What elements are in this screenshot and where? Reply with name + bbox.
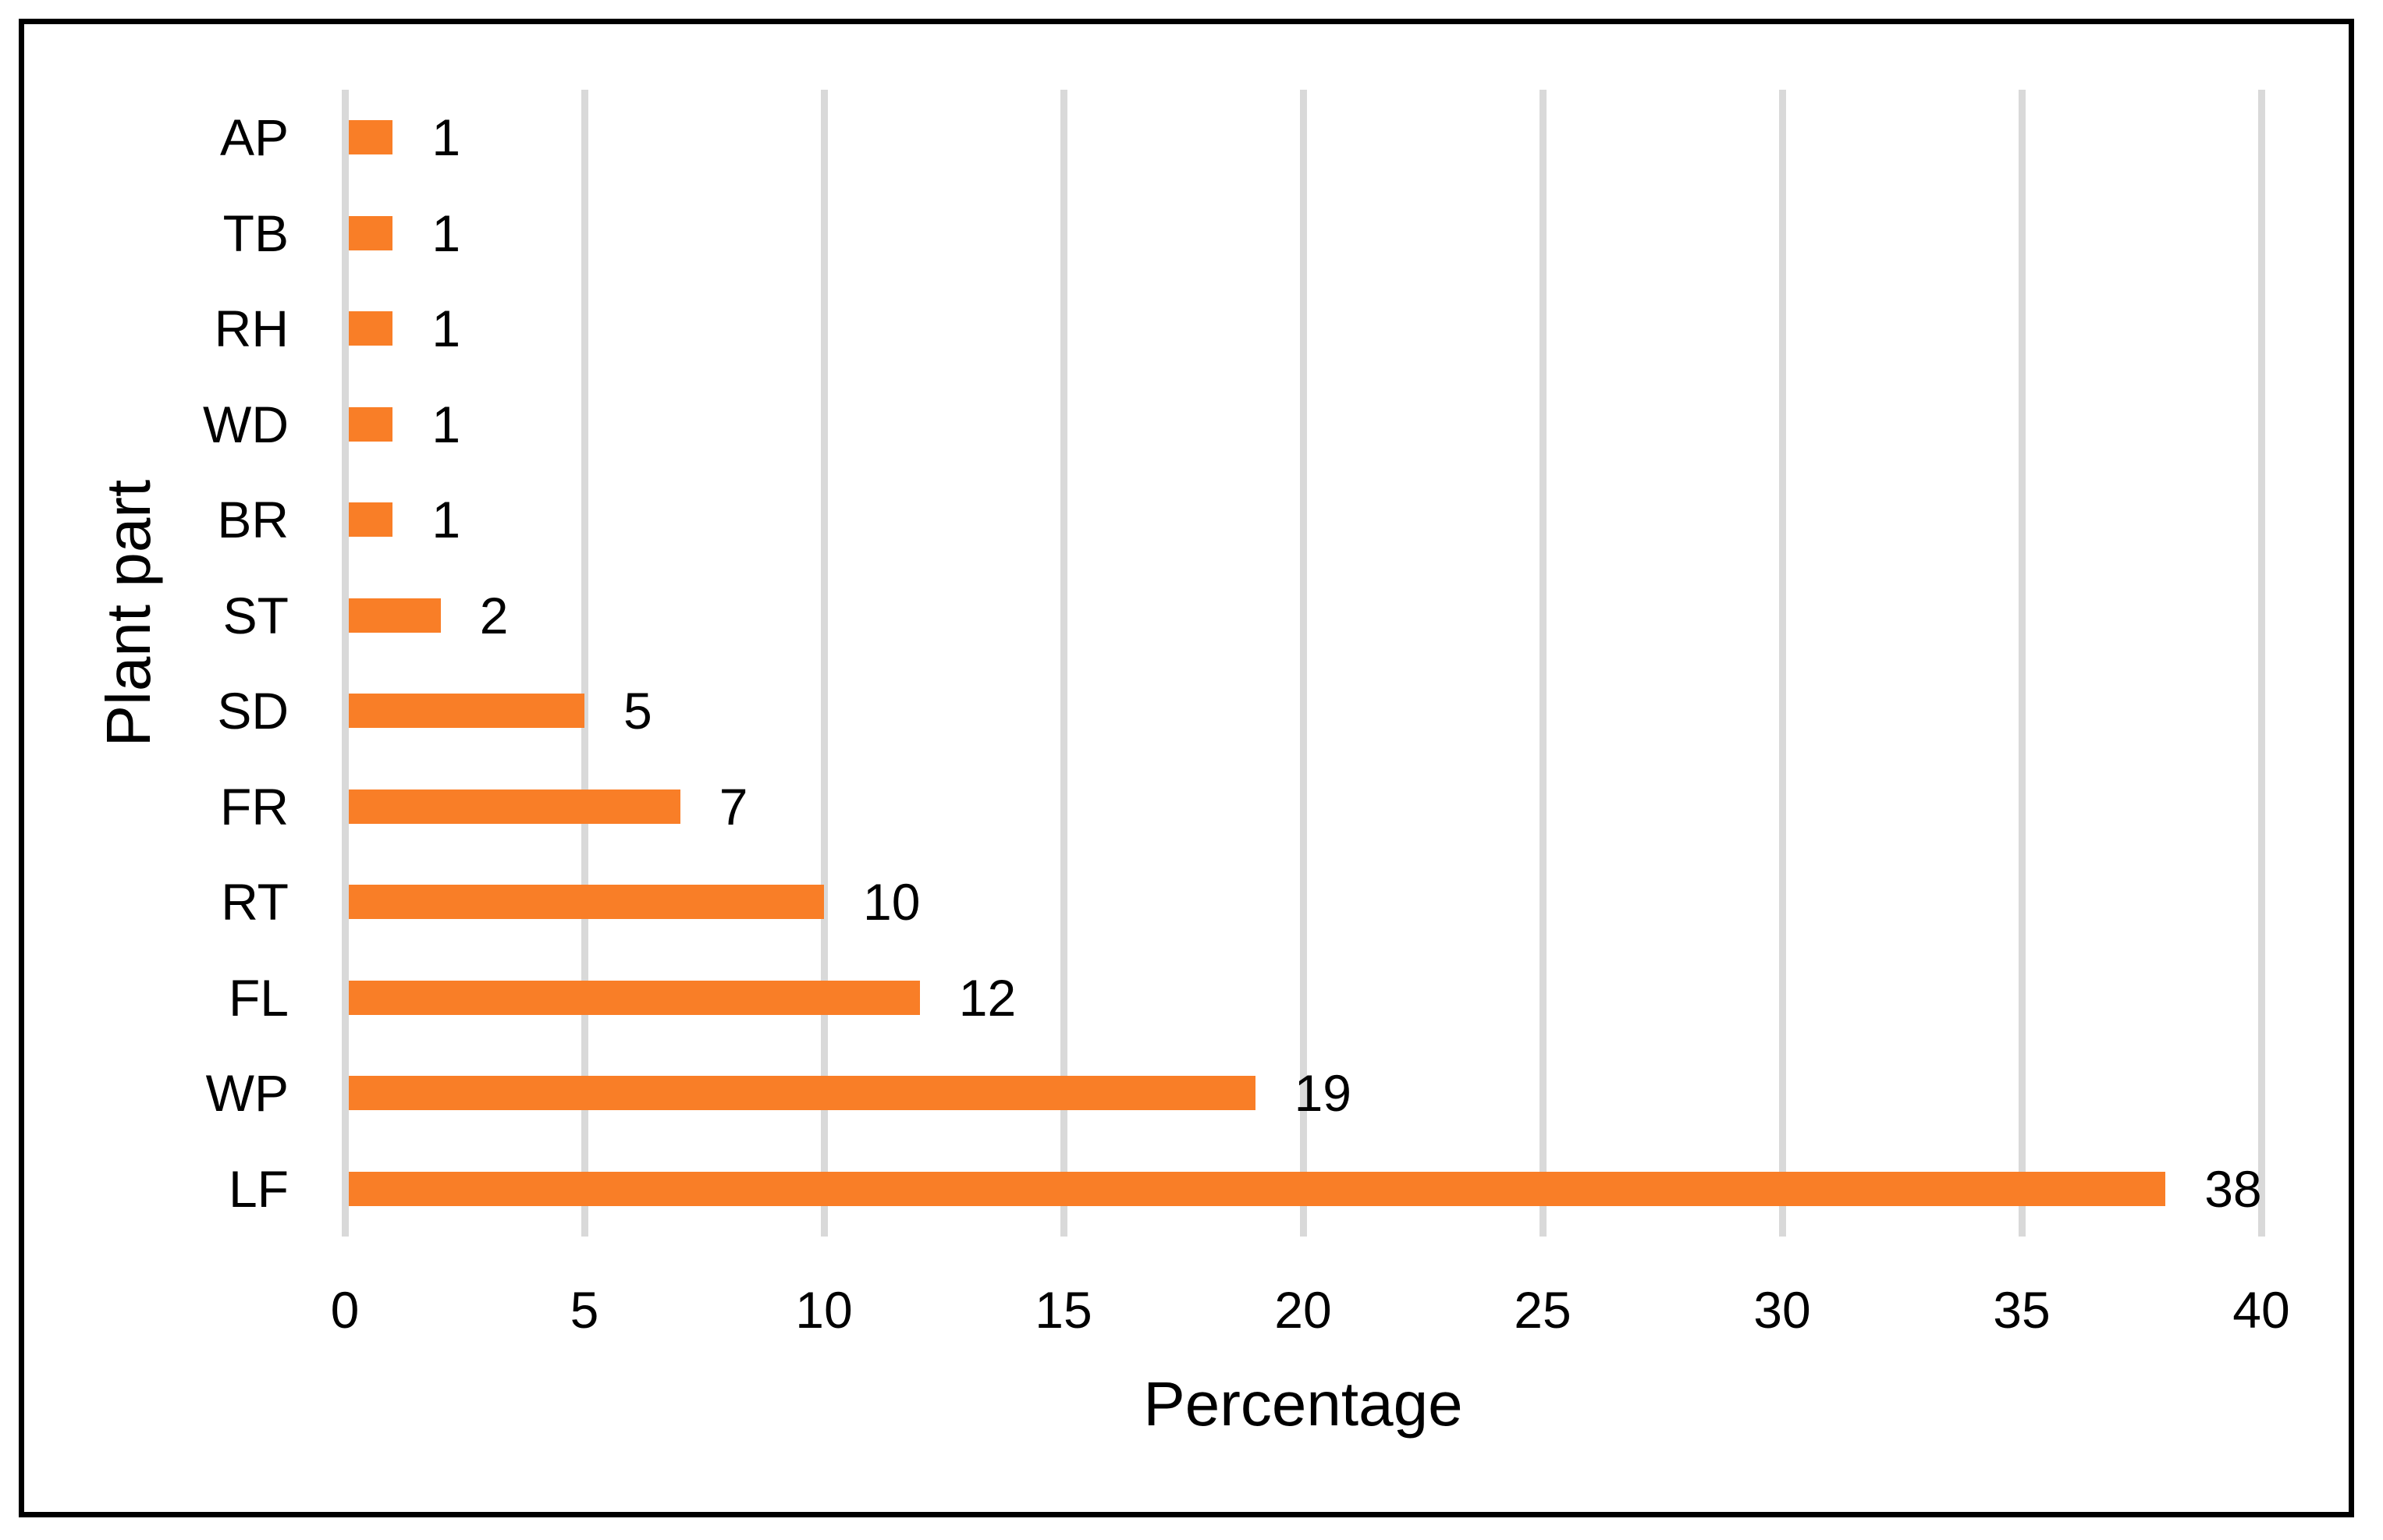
- category-label-ST: ST: [222, 586, 289, 644]
- gridline-x-0: [341, 90, 349, 1237]
- category-label-AP: AP: [219, 108, 289, 167]
- gridline-x-40: [2257, 90, 2265, 1237]
- bar-value-label-RT: 10: [863, 873, 921, 931]
- bar-value-label-FR: 7: [719, 777, 748, 836]
- category-label-WP: WP: [205, 1064, 289, 1123]
- gridline-x-5: [581, 90, 588, 1237]
- bar-LF: [348, 1171, 2166, 1206]
- category-label-FL: FL: [228, 968, 289, 1027]
- category-label-TB: TB: [222, 204, 289, 262]
- bar-value-label-FL: 12: [958, 968, 1017, 1027]
- figure-frame-border: [19, 19, 2354, 1517]
- bar-TB: [348, 215, 393, 250]
- bar-value-label-RH: 1: [431, 300, 461, 358]
- gridline-x-20: [1299, 90, 1307, 1237]
- x-tick-label-0: 0: [330, 1281, 360, 1339]
- bar-value-label-LF: 38: [2204, 1159, 2262, 1218]
- bar-AP: [348, 120, 393, 155]
- bar-RT: [348, 885, 824, 920]
- bar-value-label-SD: 5: [623, 682, 652, 740]
- bar-WD: [348, 406, 393, 442]
- bar-value-label-TB: 1: [431, 204, 461, 262]
- bar-ST: [348, 598, 441, 633]
- x-tick-label-10: 10: [795, 1281, 853, 1339]
- bar-value-label-WP: 19: [1294, 1064, 1352, 1123]
- category-label-RH: RH: [214, 300, 289, 358]
- category-label-WD: WD: [203, 395, 289, 453]
- bar-FR: [348, 789, 680, 824]
- bar-value-label-WD: 1: [431, 395, 461, 453]
- x-tick-label-20: 20: [1274, 1281, 1332, 1339]
- bar-value-label-ST: 2: [479, 586, 509, 644]
- gridline-x-35: [2018, 90, 2026, 1237]
- x-tick-label-15: 15: [1035, 1281, 1092, 1339]
- bar-BR: [348, 502, 393, 538]
- x-tick-label-35: 35: [1993, 1281, 2051, 1339]
- x-tick-label-5: 5: [570, 1281, 599, 1339]
- category-label-SD: SD: [217, 682, 289, 740]
- category-label-LF: LF: [228, 1159, 289, 1218]
- bar-WP: [348, 1076, 1255, 1111]
- x-tick-label-25: 25: [1514, 1281, 1572, 1339]
- bar-RH: [348, 311, 393, 346]
- gridline-x-10: [820, 90, 828, 1237]
- category-label-FR: FR: [220, 777, 289, 836]
- bar-SD: [348, 694, 584, 729]
- gridline-x-15: [1060, 90, 1067, 1237]
- category-label-RT: RT: [221, 873, 289, 931]
- gridline-x-30: [1778, 90, 1786, 1237]
- x-tick-label-40: 40: [2232, 1281, 2290, 1339]
- x-axis-title: Percentage: [1143, 1369, 1463, 1439]
- category-label-BR: BR: [217, 491, 289, 549]
- bar-FL: [348, 980, 920, 1015]
- x-tick-label-30: 30: [1753, 1281, 1811, 1339]
- bar-value-label-BR: 1: [431, 491, 461, 549]
- y-axis-title: Plant part: [94, 479, 163, 747]
- bar-value-label-AP: 1: [431, 108, 461, 167]
- gridline-x-25: [1539, 90, 1547, 1237]
